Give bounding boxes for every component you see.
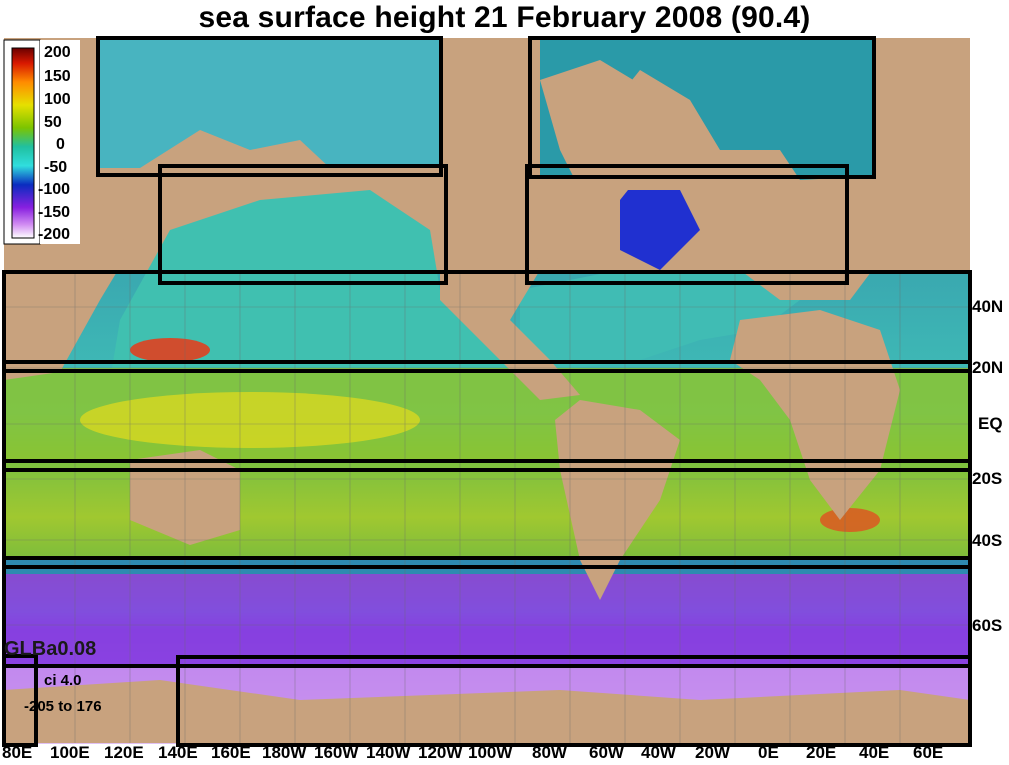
lon-label: 100W <box>468 743 513 762</box>
region-boxes <box>2 36 972 747</box>
colorbar-label: 100 <box>44 91 71 108</box>
lat-label: 40S <box>972 531 1003 550</box>
antarctica-landmass <box>4 680 970 743</box>
map-title: sea surface height 21 February 2008 (90.… <box>198 1 811 34</box>
labrador-sea-low <box>620 190 700 270</box>
contour-interval-label: ci 4.0 <box>44 672 82 689</box>
region-box-40n-20n <box>2 270 972 373</box>
lon-label: 180W <box>262 743 307 762</box>
kuroshio-high <box>130 338 210 362</box>
lon-label: 140W <box>366 743 411 762</box>
colorbar <box>11 47 35 239</box>
lon-label: 20W <box>695 743 730 762</box>
south-america-landmass <box>555 400 680 600</box>
agulhas-high <box>820 508 880 532</box>
lon-label: 120W <box>418 743 463 762</box>
lat-label: 40N <box>972 297 1004 316</box>
southern-ocean-low <box>4 574 970 664</box>
colorbar-label: 0 <box>56 136 65 153</box>
arctic-pacific-sea <box>100 40 440 168</box>
western-pacific-high <box>80 392 420 448</box>
lon-label: 80W <box>532 743 567 762</box>
colorbar-label: 50 <box>44 114 62 131</box>
model-label: GLBa0.08 <box>4 638 97 660</box>
north-america-landmass <box>440 170 580 400</box>
lon-label: 0E <box>758 743 779 762</box>
lon-label: 40E <box>859 743 890 762</box>
lon-label: 160E <box>211 743 251 762</box>
lon-label: 80E <box>2 743 33 762</box>
region-box-north-atlantic <box>525 164 849 285</box>
colorbar-label: -50 <box>44 159 68 176</box>
region-box-antarctic <box>176 655 972 747</box>
lon-label: 40W <box>641 743 676 762</box>
colorbar-label: 200 <box>44 44 71 61</box>
asia-landmass <box>4 200 130 380</box>
region-box-tropics <box>2 360 972 472</box>
lon-label: 60E <box>913 743 944 762</box>
lon-label: 120E <box>104 743 144 762</box>
lon-label: 100E <box>50 743 90 762</box>
region-box-arctic-atlantic <box>528 36 876 179</box>
lon-label: 160W <box>314 743 359 762</box>
lon-label: 20E <box>806 743 837 762</box>
lon-label: 60W <box>589 743 624 762</box>
lat-label: 20S <box>972 469 1003 488</box>
colorbar-label: -150 <box>38 204 71 221</box>
north-atlantic-water <box>520 270 800 370</box>
region-box-antarctic-west <box>2 654 38 747</box>
colorbar-label: -200 <box>38 226 71 243</box>
lat-label: 60S <box>972 616 1003 635</box>
region-box-20s-40s <box>2 459 972 569</box>
colorbar-label: 150 <box>44 68 71 85</box>
value-range-label: -205 to 176 <box>24 698 102 715</box>
region-box-north-pacific <box>158 164 448 285</box>
lat-label: EQ <box>978 414 1003 433</box>
colorbar-label: -100 <box>38 181 71 198</box>
region-box-arctic-pacific <box>96 36 443 177</box>
colorbar-label-panel <box>40 40 80 244</box>
region-box-southern-ocean <box>2 556 972 668</box>
lon-label: 140E <box>158 743 198 762</box>
lat-label: 20N <box>972 358 1004 377</box>
